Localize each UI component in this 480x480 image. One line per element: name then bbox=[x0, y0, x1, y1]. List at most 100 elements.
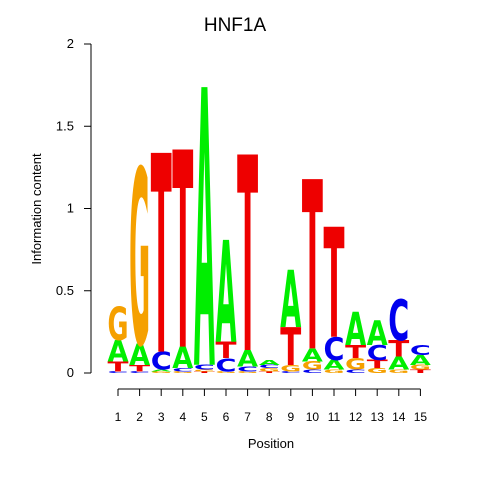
logo-letter: C bbox=[129, 371, 150, 374]
x-axis: 1 2 3 4 5 6 7 8 9 10 11 12 13 14 15 bbox=[115, 388, 428, 424]
logo-letter: G bbox=[194, 369, 215, 372]
logo-letter: A bbox=[216, 213, 237, 375]
logo-letter: T bbox=[108, 359, 130, 375]
logo-letter: G bbox=[280, 363, 301, 374]
logo-letter: T bbox=[172, 97, 193, 412]
logo-letter: C bbox=[302, 369, 323, 374]
logo-letter: A bbox=[172, 341, 193, 375]
logo-letter: G bbox=[302, 359, 323, 372]
logo-letter: T bbox=[367, 358, 388, 371]
logo-letter: C bbox=[324, 332, 345, 369]
logo-letter: G bbox=[388, 369, 409, 374]
logo-letter: A bbox=[108, 335, 129, 369]
x-tick-label: 6 bbox=[223, 410, 230, 424]
x-tick-label: 8 bbox=[266, 410, 273, 424]
logo-letter: C bbox=[280, 371, 301, 374]
logo-letter: T bbox=[151, 99, 172, 417]
logo-letter: A bbox=[302, 346, 323, 366]
logo-letter: T bbox=[345, 342, 367, 363]
x-tick-label: 2 bbox=[136, 410, 143, 424]
logo-letter: C bbox=[172, 367, 193, 372]
y-axis: 0 0.5 1 1.5 2 bbox=[56, 36, 92, 380]
logo-letter: C bbox=[151, 347, 172, 376]
logo-letter: C bbox=[237, 365, 258, 373]
logo-letter: C bbox=[410, 343, 431, 359]
logo-letter: T bbox=[129, 363, 151, 373]
logo-letter: A bbox=[367, 315, 388, 354]
logo-letter: G bbox=[345, 356, 366, 375]
logo-letter: A bbox=[324, 358, 346, 374]
chart-title: HNF1A bbox=[204, 15, 267, 36]
x-tick-label: 12 bbox=[349, 410, 363, 424]
logo-letter: G bbox=[129, 121, 150, 401]
logo-letter: A bbox=[410, 353, 432, 369]
logo-letter: G bbox=[151, 371, 172, 374]
logo-letter: G bbox=[367, 367, 388, 375]
logo-letter: G bbox=[108, 298, 129, 351]
logo-letter: C bbox=[216, 355, 237, 376]
logo-letter: G bbox=[259, 367, 280, 372]
logo-letter: C bbox=[388, 288, 409, 354]
logo-letter: A bbox=[237, 346, 259, 372]
logo-letter: T bbox=[324, 197, 345, 373]
y-tick-label: 0.5 bbox=[56, 283, 74, 298]
logo-letter: T bbox=[388, 337, 410, 363]
logo-letter: A bbox=[388, 354, 409, 374]
logo-letter: T bbox=[280, 317, 301, 378]
x-tick-label: 15 bbox=[414, 410, 428, 424]
logo-letter: T bbox=[410, 369, 431, 374]
x-tick-label: 7 bbox=[244, 410, 251, 424]
logo-letter: G bbox=[410, 364, 431, 372]
logo-letter: A bbox=[280, 253, 301, 345]
x-tick-label: 3 bbox=[158, 410, 165, 424]
x-tick-label: 9 bbox=[287, 410, 294, 424]
x-tick-label: 4 bbox=[179, 410, 186, 424]
x-tick-label: 13 bbox=[371, 410, 385, 424]
logo-letter: C bbox=[259, 364, 280, 369]
logo-letter: T bbox=[194, 371, 215, 374]
y-tick-label: 1 bbox=[67, 201, 74, 216]
logo-letter: T bbox=[237, 103, 258, 415]
x-tick-label: 1 bbox=[115, 410, 122, 424]
logo-letter: T bbox=[259, 371, 280, 374]
logo-letter: G bbox=[216, 371, 237, 374]
y-tick-label: 2 bbox=[67, 36, 74, 51]
x-tick-label: 11 bbox=[328, 410, 341, 424]
y-tick-label: 0 bbox=[67, 365, 74, 380]
x-axis-label: Position bbox=[248, 436, 294, 451]
logo-letter: G bbox=[324, 369, 345, 374]
x-tick-label: 14 bbox=[392, 410, 406, 424]
logo-letter: C bbox=[108, 371, 129, 374]
logo-letter: A bbox=[345, 303, 366, 356]
logo-letter: G bbox=[237, 371, 258, 374]
logo-letter: C bbox=[345, 369, 366, 374]
logo-letter: A bbox=[129, 338, 150, 372]
logo-letter: A bbox=[151, 369, 172, 372]
logo-letter: T bbox=[302, 134, 323, 405]
y-tick-label: 1.5 bbox=[56, 118, 74, 133]
logo-letter: G bbox=[172, 371, 193, 374]
logo-letter: A bbox=[259, 359, 281, 367]
logo-letter: C bbox=[194, 364, 215, 372]
logo-letter: C bbox=[367, 341, 388, 365]
logo-letter: T bbox=[216, 338, 238, 364]
y-axis-label: Information content bbox=[29, 153, 44, 265]
logo-letter: A bbox=[194, 11, 215, 455]
